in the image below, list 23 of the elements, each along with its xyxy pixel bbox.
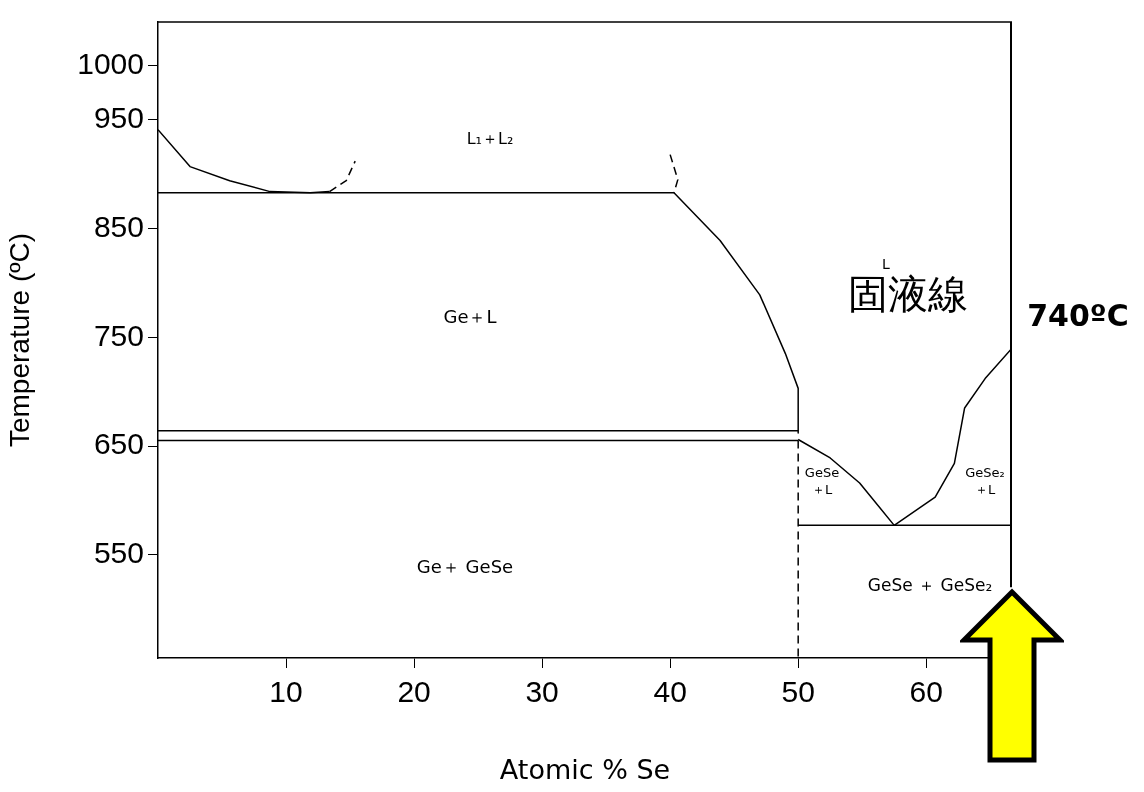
x-tick-label: 30 <box>525 675 559 709</box>
x-tick-label: 50 <box>781 675 815 709</box>
x-tick-label: 10 <box>269 675 303 709</box>
annotation: Ge＋L <box>443 305 497 327</box>
x-tick-label: 60 <box>909 675 943 709</box>
annotation: GeSe ＋ GeSe₂ <box>867 575 993 596</box>
y-tick-label: 950 <box>93 101 144 135</box>
y-tick-label: 550 <box>93 535 144 569</box>
annotation: Ge＋ GeSe <box>416 555 514 577</box>
y-tick-label: 650 <box>93 427 144 461</box>
y-tick-label: 1000 <box>77 46 144 80</box>
x-axis-title: Atomic % Se <box>499 753 671 785</box>
x-tick-label: 40 <box>653 675 687 709</box>
y-axis-title: Temperature (ºC) <box>3 232 35 448</box>
x-tick-label: 20 <box>397 675 431 709</box>
y-tick-label: 750 <box>93 318 144 352</box>
annotation: 固液線 <box>848 271 968 318</box>
annotation: L <box>882 255 891 272</box>
annotation: 740ºC <box>1027 297 1129 333</box>
annotation: GeSe ＋L <box>804 465 840 497</box>
annotation: GeSe₂ ＋L <box>965 465 1005 497</box>
y-tick-label: 850 <box>93 209 144 243</box>
annotation: L₁＋L₂ <box>466 129 514 149</box>
